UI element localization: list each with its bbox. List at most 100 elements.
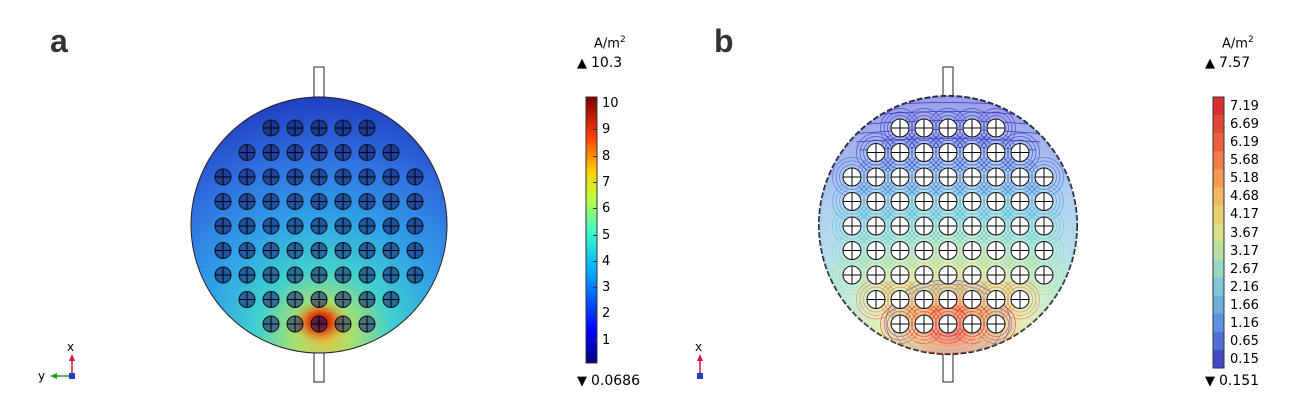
colorbar-tick-b: 7.19 <box>1230 99 1259 115</box>
hole <box>1010 241 1030 260</box>
hole <box>262 193 280 210</box>
hole <box>1010 216 1030 236</box>
hole <box>286 193 304 210</box>
colorbar-tick-a: 7 <box>602 174 611 190</box>
colorbar-tick-b: 6.19 <box>1230 135 1259 151</box>
hole <box>914 118 934 138</box>
tickmark <box>593 339 597 341</box>
hole <box>1034 241 1054 260</box>
hole <box>986 314 1006 334</box>
colorbar-tick-b: 5.18 <box>1230 171 1259 187</box>
colorbar-tick-a: 10 <box>602 96 619 111</box>
hole <box>938 118 958 138</box>
hole <box>962 167 982 187</box>
colorbar-tick-b: 2.67 <box>1230 261 1259 277</box>
hole <box>1010 265 1030 285</box>
colorbar-tick-a: 2 <box>602 306 611 322</box>
panel-a-label: a <box>50 23 68 59</box>
colorbar-tick-a: 3 <box>602 280 611 296</box>
hole <box>238 291 256 308</box>
hole <box>262 291 280 308</box>
hole <box>286 266 304 284</box>
bottom-terminal-a <box>313 351 325 383</box>
hole <box>382 193 400 210</box>
hole <box>938 143 958 162</box>
hole <box>334 119 352 137</box>
hole <box>962 265 982 285</box>
hole <box>262 144 280 161</box>
hole <box>890 118 910 138</box>
hole <box>914 265 934 285</box>
tickmark <box>593 155 597 157</box>
colorbar-tick-a: 6 <box>602 201 611 217</box>
hole <box>890 143 910 162</box>
hole <box>406 217 424 235</box>
top-terminal-b <box>942 66 954 98</box>
hole <box>986 241 1006 260</box>
hole <box>214 168 232 186</box>
hole <box>382 266 400 284</box>
hole <box>962 314 982 334</box>
axis-y-label-a: y <box>38 369 45 383</box>
hole <box>890 265 910 285</box>
hole <box>938 290 958 309</box>
hole <box>358 266 376 284</box>
tickmark <box>593 234 597 236</box>
hole <box>1034 216 1054 236</box>
hole <box>334 193 352 210</box>
hole <box>986 290 1006 309</box>
hole <box>286 217 304 235</box>
hole <box>842 216 862 236</box>
hole <box>866 192 886 211</box>
colorbar-tick-b: 0.15 <box>1230 351 1259 367</box>
hole <box>238 193 256 210</box>
hole <box>962 241 982 260</box>
hole <box>238 242 256 259</box>
hole <box>842 241 862 260</box>
colorbar-tick-b: 6.69 <box>1230 117 1259 133</box>
axis-triad-a: x y <box>38 340 75 383</box>
hole <box>914 167 934 187</box>
hole <box>238 217 256 235</box>
hole <box>286 119 304 137</box>
hole <box>262 242 280 259</box>
hole <box>382 242 400 259</box>
hole <box>310 242 328 259</box>
hole <box>334 291 352 308</box>
colorbar-tick-a: 5 <box>602 227 611 243</box>
hole <box>890 314 910 334</box>
hole <box>310 291 328 308</box>
colorbar-tick-a: 8 <box>602 148 611 164</box>
bottom-terminal-b <box>942 351 954 383</box>
colorbar-tick-b: 1.16 <box>1230 315 1259 331</box>
tickmark <box>593 129 597 131</box>
hole <box>962 216 982 236</box>
hole <box>310 193 328 210</box>
hole <box>310 266 328 284</box>
hole <box>310 217 328 235</box>
colorbar-tick-a: 9 <box>602 122 611 138</box>
hole <box>334 144 352 161</box>
hole <box>262 315 280 333</box>
hole <box>334 315 352 333</box>
tickmark <box>593 181 597 183</box>
hole <box>310 119 328 137</box>
unit-label-b: A/m2 <box>1222 35 1254 52</box>
hole-grid-a <box>214 119 424 333</box>
hole <box>358 315 376 333</box>
axis-x-label-b: x <box>695 340 702 354</box>
hole <box>238 266 256 284</box>
hole <box>286 291 304 308</box>
max-triangle-icon: ▲ <box>1205 56 1215 71</box>
colorbar-tick-b: 1.66 <box>1230 297 1259 313</box>
hole <box>938 192 958 211</box>
colorbar-tick-a: 1 <box>602 332 611 348</box>
tickmark <box>593 313 597 315</box>
tickmark <box>593 287 597 289</box>
hole <box>986 216 1006 236</box>
hole <box>866 265 886 285</box>
hole <box>310 168 328 186</box>
hole <box>986 192 1006 211</box>
hole <box>382 217 400 235</box>
